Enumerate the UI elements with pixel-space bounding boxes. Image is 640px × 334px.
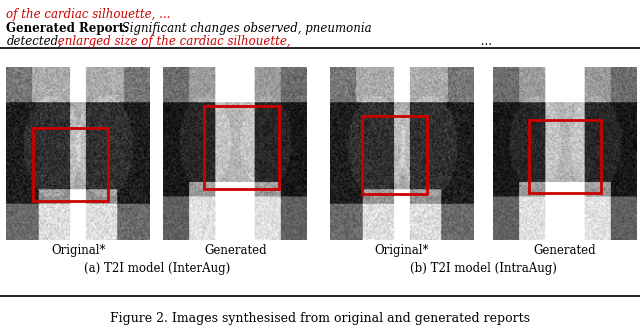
Text: Generated Report:: Generated Report: xyxy=(6,22,129,35)
Text: ...: ... xyxy=(477,35,492,48)
Text: Original*: Original* xyxy=(374,244,429,258)
Text: detected,: detected, xyxy=(6,35,62,48)
Bar xyxy=(529,120,602,193)
Text: Figure 2. Images synthesised from original and generated reports: Figure 2. Images synthesised from origin… xyxy=(110,312,530,325)
Bar xyxy=(204,106,279,189)
Text: (a) T2I model (InterAug): (a) T2I model (InterAug) xyxy=(84,262,230,275)
Bar xyxy=(362,116,427,194)
Text: Generated: Generated xyxy=(534,244,596,258)
Text: of the cardiac silhouette, ...: of the cardiac silhouette, ... xyxy=(6,8,171,21)
Text: Original*: Original* xyxy=(51,244,106,258)
Text: enlarged size of the cardiac silhouette,: enlarged size of the cardiac silhouette, xyxy=(54,35,291,48)
Text: Generated: Generated xyxy=(204,244,266,258)
Bar xyxy=(33,128,108,201)
Text: (b) T2I model (IntraAug): (b) T2I model (IntraAug) xyxy=(410,262,557,275)
Text: Significant changes observed, pneumonia: Significant changes observed, pneumonia xyxy=(118,22,372,35)
